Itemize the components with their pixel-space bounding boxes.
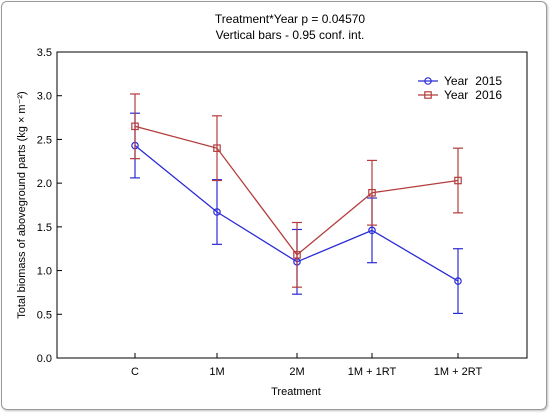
chart-subtitle: Vertical bars - 0.95 conf. int. (216, 28, 365, 42)
x-tick-label: 1M + 1RT (348, 366, 397, 378)
x-axis-label: Treatment (271, 386, 321, 398)
legend-item: Year 2015 (418, 74, 502, 88)
y-tick-label: 3.0 (37, 91, 52, 103)
legend-year: 2015 (475, 74, 502, 88)
chart-title: Treatment*Year p = 0.04570 (215, 12, 366, 26)
x-tick-label: 1M (209, 366, 224, 378)
legend-swatch-marker (424, 77, 432, 85)
plot-area (56, 51, 528, 359)
x-tick-label: 1M + 2RT (434, 366, 483, 378)
series-line (134, 125, 459, 256)
legend-label: Year (444, 74, 468, 88)
y-tick-label: 2.5 (37, 134, 52, 146)
data-point (454, 176, 462, 185)
legend-year: 2016 (475, 88, 502, 102)
legend-item: Year 2016 (418, 88, 502, 102)
x-tick-label: C (131, 366, 139, 378)
data-point (368, 226, 376, 235)
y-axis-label: Total biomass of aboveground parts (kg ×… (16, 91, 28, 318)
legend-label: Year (444, 88, 468, 102)
data-point (131, 122, 139, 131)
y-tick-label: 2.0 (37, 178, 52, 190)
y-tick-label: 0.5 (37, 309, 52, 321)
data-point (368, 188, 376, 197)
data-point (213, 144, 221, 152)
legend: Year 2015 Year 2016 (418, 74, 502, 102)
data-point (454, 277, 462, 285)
series-2016 (130, 93, 463, 288)
legend-swatch-marker (424, 91, 432, 99)
y-tick-label: 1.0 (37, 266, 52, 278)
x-tick-label: 2M (289, 366, 304, 378)
y-tick-label: 0.0 (37, 353, 52, 365)
data-point (213, 208, 221, 216)
y-tick-label: 1.5 (37, 222, 52, 234)
y-tick-label: 3.5 (37, 47, 52, 59)
data-point (293, 251, 301, 259)
